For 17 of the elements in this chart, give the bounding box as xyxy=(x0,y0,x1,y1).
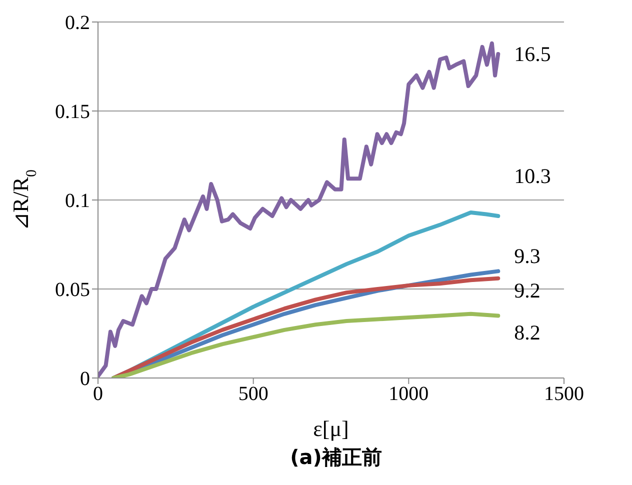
x-axis-title: ε[μ] xyxy=(313,416,349,441)
y-tick-label: 0.05 xyxy=(55,279,90,302)
y-tick-label: 0.1 xyxy=(65,190,90,212)
y-tick-label: 0.15 xyxy=(55,101,90,124)
line-series xyxy=(98,41,500,378)
series-label: 16.5 xyxy=(514,42,551,66)
y-tick-label: 0.2 xyxy=(65,12,90,34)
series-label: 9.3 xyxy=(514,244,540,268)
y-tick-label: 0 xyxy=(80,368,90,390)
x-tick-label: 1000 xyxy=(388,383,429,406)
series-label: 8.2 xyxy=(514,320,540,345)
series-label: 10.3 xyxy=(514,164,551,188)
line-series xyxy=(112,312,500,378)
x-tick-label: 500 xyxy=(238,383,268,406)
series-label: 9.2 xyxy=(514,278,540,302)
x-tick-label: 1500 xyxy=(544,383,584,406)
text: (a)補正前 xyxy=(289,444,383,471)
